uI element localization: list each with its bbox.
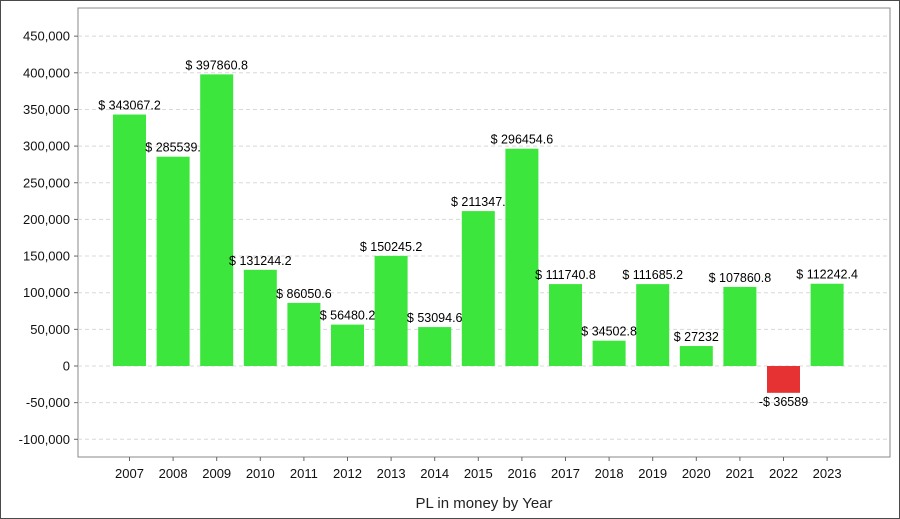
data-label-2013: $ 150245.2 (360, 240, 423, 254)
bar-2011 (287, 302, 321, 366)
bar-2020 (679, 346, 713, 366)
bar-2018 (592, 340, 626, 366)
x-tick-label: 2011 (290, 466, 318, 481)
data-label-2010: $ 131244.2 (229, 254, 292, 268)
data-label-2023: $ 112242.4 (796, 268, 858, 282)
data-labels: $ 343067.2 $ 285539. $ 397860.8 $ 131244.2 $… (98, 58, 858, 408)
x-tick-label: 2022 (769, 466, 798, 481)
bar-2021 (723, 286, 757, 366)
x-tick-label: 2007 (115, 466, 144, 481)
x-tick-label: 2017 (551, 466, 580, 481)
x-tick-label: 2014 (420, 466, 449, 481)
y-tick-label: 50,000 (30, 322, 70, 337)
y-axis-tick-labels: 450,000 400,000 350,000 300,000 250,000 200,0… (19, 29, 70, 447)
bar-2017 (549, 284, 582, 366)
data-label-2016: $ 296454.6 (491, 133, 554, 147)
x-tick-label: 2010 (246, 466, 275, 481)
data-label-2015: $ 211347. (451, 195, 506, 209)
x-tick-label: 2016 (507, 466, 536, 481)
bar-2023 (810, 283, 844, 366)
y-tick-label: 350,000 (23, 102, 70, 117)
data-label-2009: $ 397860.8 (185, 58, 248, 72)
x-tick-label: 2020 (682, 466, 711, 481)
bar-2016 (505, 148, 539, 366)
bar-2019 (636, 284, 670, 366)
x-tick-label: 2021 (725, 466, 754, 481)
x-tick-label: 2008 (159, 466, 188, 481)
data-label-2022: -$ 36589 (759, 395, 808, 409)
bar-2013 (374, 255, 408, 366)
y-tick-label: -50,000 (26, 395, 70, 410)
y-tick-label: 200,000 (23, 212, 70, 227)
x-tick-label: 2019 (638, 466, 667, 481)
bar-2022 (767, 366, 800, 393)
bar-2014 (418, 327, 452, 366)
y-tick-label: 450,000 (23, 29, 70, 44)
y-tick-label: 250,000 (23, 175, 70, 190)
bar-2015 (461, 211, 495, 366)
x-axis-title: PL in money by Year (415, 495, 552, 512)
x-tick-label: 2013 (377, 466, 406, 481)
y-tick-label: -100,000 (19, 432, 70, 447)
x-tick-label: 2023 (813, 466, 842, 481)
bar-2012 (331, 324, 364, 366)
y-tick-label: 400,000 (23, 65, 70, 80)
data-label-2012: $ 56480.2 (320, 309, 376, 323)
bar-2007 (113, 114, 146, 367)
data-label-2019: $ 111685.2 (622, 268, 683, 282)
data-label-2020: $ 27232 (674, 330, 719, 344)
data-label-2014: $ 53094.6 (407, 311, 463, 325)
bar-2008 (156, 156, 190, 366)
x-tick-label: 2012 (333, 466, 362, 481)
data-label-2011: $ 86050.6 (276, 287, 332, 301)
y-tick-label: 100,000 (23, 285, 70, 300)
x-tick-label: 2009 (202, 466, 231, 481)
data-label-2007: $ 343067.2 (98, 99, 161, 113)
x-tick-label: 2018 (595, 466, 624, 481)
data-label-2018: $ 34502.8 (581, 325, 637, 339)
bar-2009 (200, 74, 234, 366)
data-label-2017: $ 111740.8 (535, 268, 596, 282)
y-tick-label: 300,000 (23, 139, 70, 154)
bar-2010 (243, 269, 277, 366)
bars (113, 74, 844, 393)
x-tick-label: 2015 (464, 466, 493, 481)
data-label-2021: $ 107860.8 (709, 271, 772, 285)
x-axis-tick-labels: 2007 2008 2009 2010 2011 2012 2013 2014 2015 2016… (115, 457, 842, 481)
y-tick-label: 150,000 (23, 249, 70, 264)
data-label-2008: $ 285539. (145, 141, 201, 155)
y-tick-label: 0 (63, 359, 70, 374)
